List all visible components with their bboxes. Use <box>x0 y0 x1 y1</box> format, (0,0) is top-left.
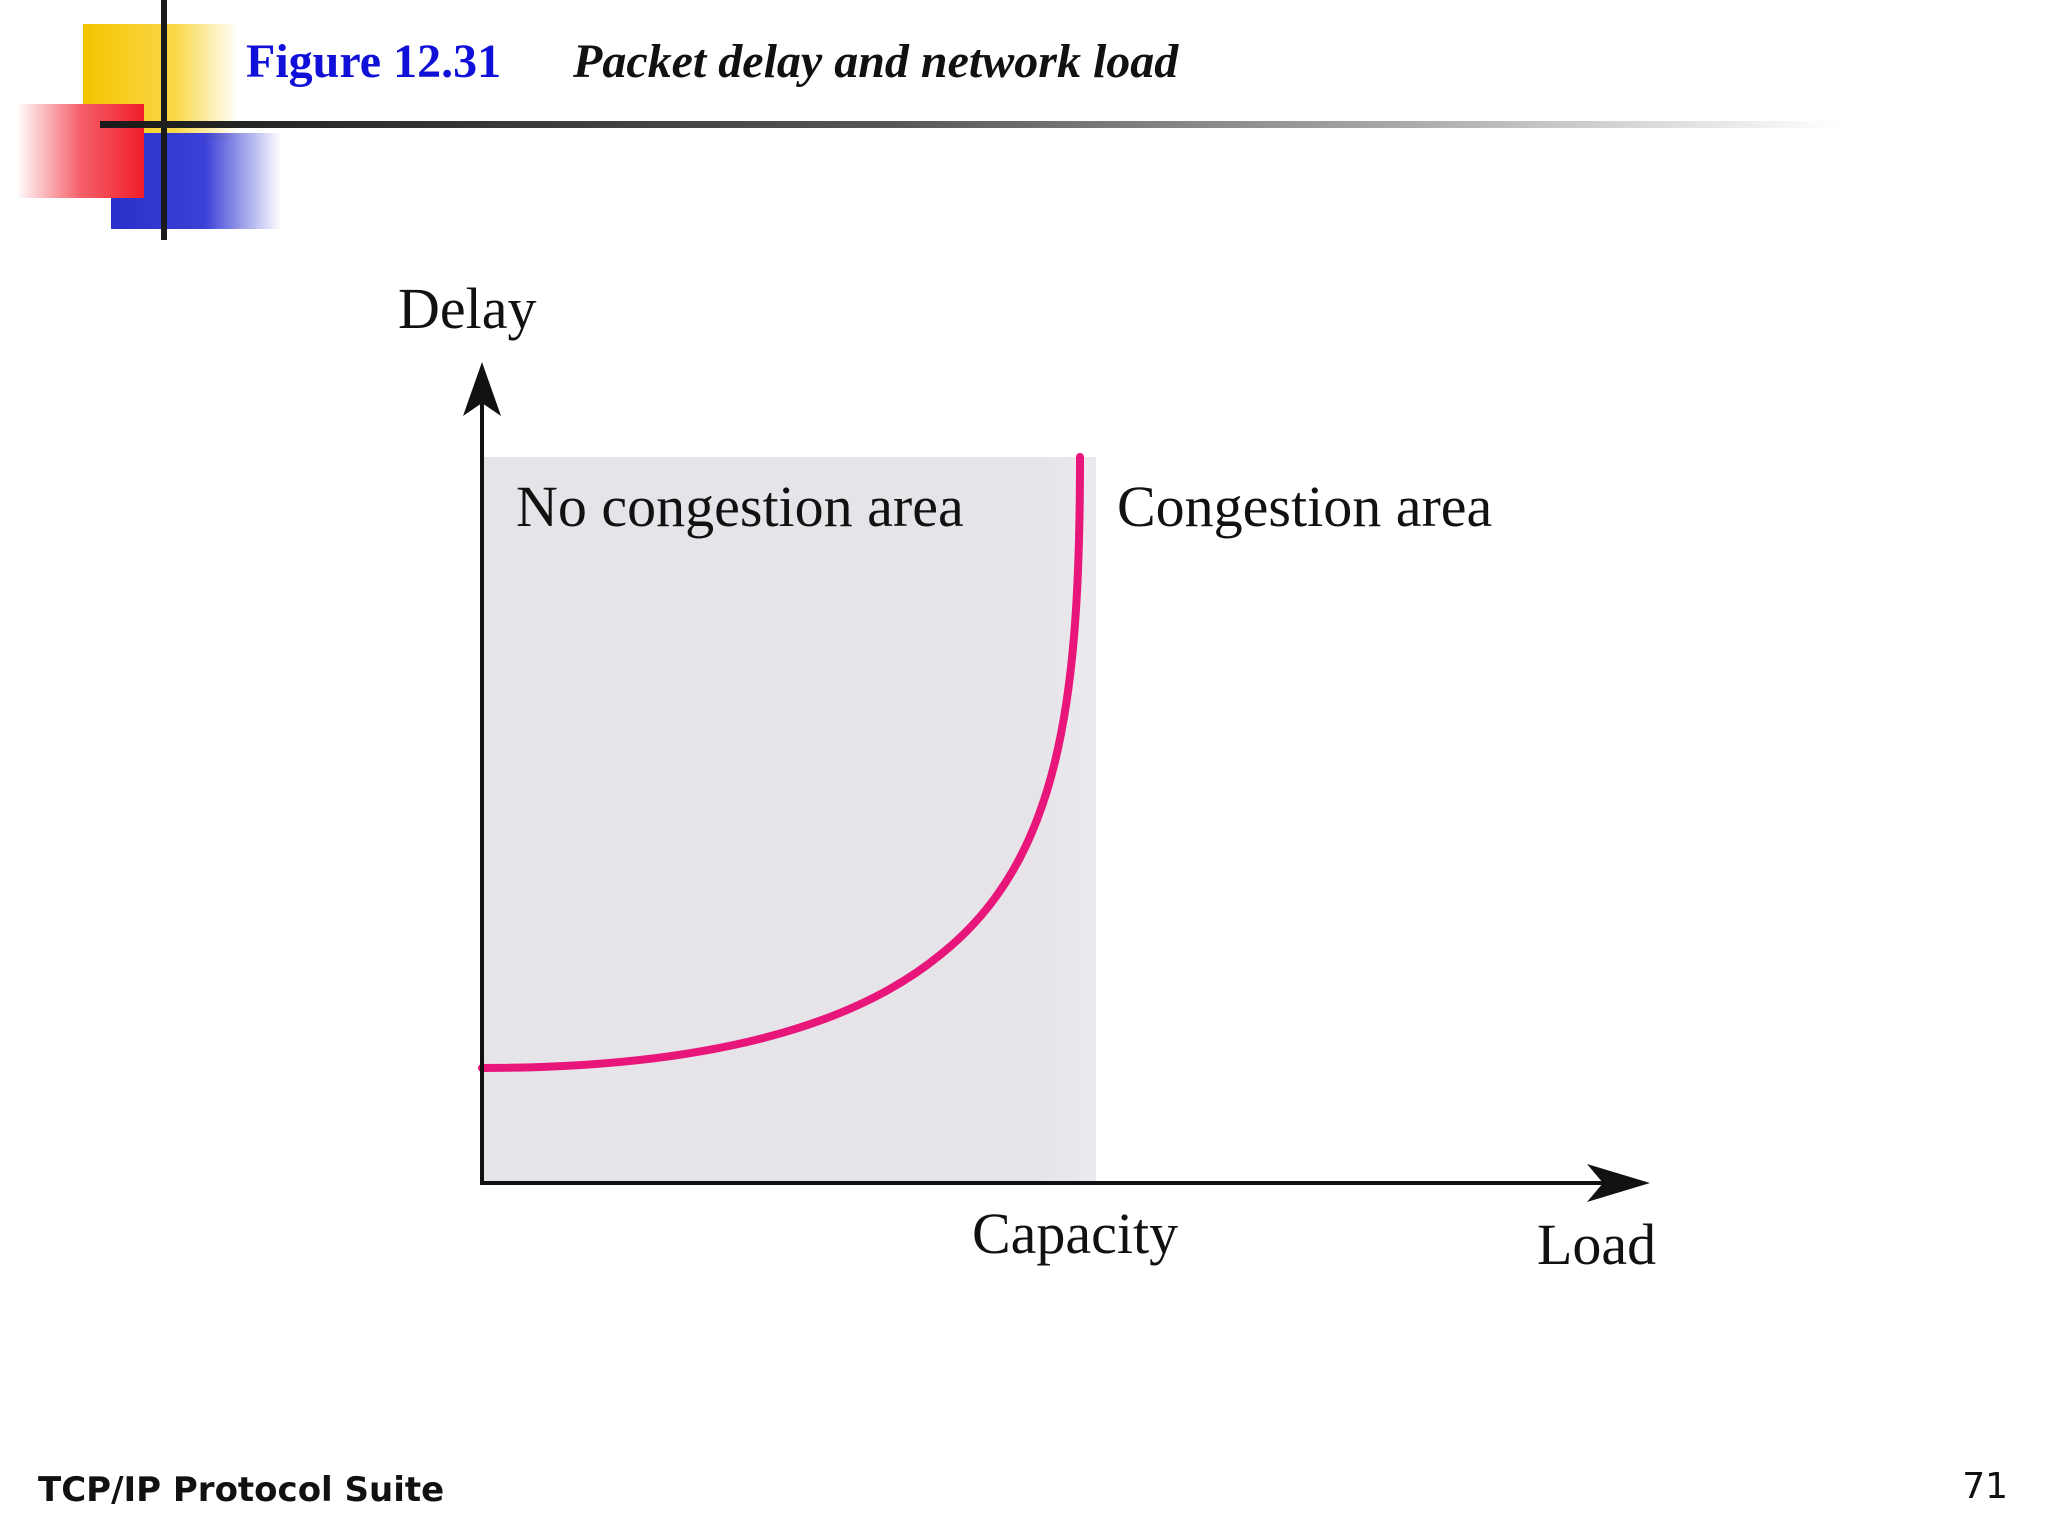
y-axis-label: Delay <box>398 276 537 341</box>
footer-book-title: TCP/IP Protocol Suite <box>38 1470 445 1510</box>
corner-logo-red-square <box>16 104 144 198</box>
corner-logo-vertical-line <box>161 0 167 240</box>
figure-caption: Packet delay and network load <box>573 35 1179 88</box>
delay-curve <box>478 453 1084 1072</box>
x-axis-label: Load <box>1537 1212 1656 1277</box>
y-axis-arrowhead <box>463 362 501 416</box>
capacity-label: Capacity <box>972 1201 1178 1266</box>
no-congestion-region <box>482 457 1096 1183</box>
figure-number: Figure 12.31 <box>246 35 502 88</box>
x-axis-arrowhead <box>1587 1164 1650 1202</box>
congestion-label: Congestion area <box>1117 474 1492 539</box>
page-number: 71 <box>1962 1466 2008 1507</box>
no-congestion-label: No congestion area <box>516 474 964 539</box>
title-underline-rule <box>100 121 1840 128</box>
